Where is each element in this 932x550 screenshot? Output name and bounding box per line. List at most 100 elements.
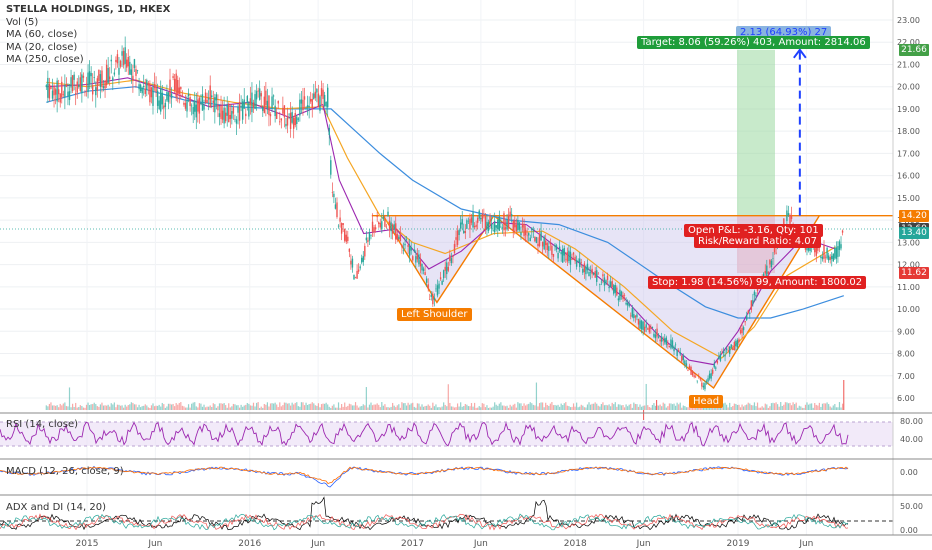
volume-bar [291, 402, 293, 410]
volume-bar [331, 405, 333, 410]
candle-body [79, 77, 82, 91]
volume-bar [113, 402, 115, 410]
volume-bar [589, 404, 592, 410]
candle-body [562, 249, 564, 263]
volume-bar [450, 406, 452, 410]
volume-bar [456, 403, 459, 410]
candle-body [178, 87, 180, 95]
volume-bar [427, 404, 429, 410]
volume-bar [410, 403, 412, 410]
candle-body [565, 258, 567, 260]
candle-body [625, 302, 627, 305]
candle-body [354, 277, 357, 279]
candle-body [254, 94, 256, 109]
candle-body [529, 237, 531, 242]
candle-body [571, 258, 573, 260]
open-pl-label: Open P&L: -3.16, Qty: 101 [684, 224, 823, 237]
volume-bar [792, 402, 794, 410]
x-tick-label: Jun [147, 539, 162, 549]
candle-body [291, 112, 293, 123]
candle-body [309, 98, 312, 102]
candle-body [588, 272, 590, 277]
volume-bar [750, 405, 752, 410]
candle-body [124, 47, 126, 64]
candle-body [520, 232, 522, 236]
volume-bar [667, 406, 669, 410]
candle-body [534, 236, 536, 242]
volume-bar [807, 404, 810, 410]
volume-bar [753, 402, 756, 410]
volume-bar [829, 406, 831, 410]
volume-bar [235, 405, 238, 410]
volume-bar [138, 404, 140, 410]
volume-bar [189, 407, 191, 410]
volume-bar [552, 405, 555, 410]
candle-body [549, 242, 552, 245]
volume-bar [150, 405, 153, 410]
volume-bar [661, 406, 663, 410]
volume-bar [392, 402, 394, 410]
volume-bar [606, 405, 609, 410]
volume-bar [330, 407, 332, 410]
candle-body [427, 284, 429, 289]
candle-body [302, 99, 304, 111]
volume-bar [62, 403, 64, 410]
candle-body [569, 251, 572, 265]
candle-body [654, 334, 657, 339]
candle-body [701, 382, 703, 387]
candle-body [314, 91, 317, 98]
volume-bar [769, 406, 771, 410]
volume-bar [605, 404, 607, 410]
candle-body [444, 266, 446, 271]
volume-bar [433, 406, 435, 410]
volume-bar [814, 403, 816, 410]
candle-body [192, 107, 194, 115]
candle-body [458, 230, 460, 236]
volume-bar [409, 404, 411, 410]
volume-bar [466, 404, 468, 410]
candle-body [98, 69, 100, 82]
volume-bar [106, 405, 108, 410]
candle-body [766, 265, 768, 279]
volume-bar [534, 405, 536, 410]
candle-body [518, 222, 521, 230]
candle-body [786, 210, 788, 222]
candle-body [408, 246, 411, 256]
candle-body [255, 91, 258, 100]
candle-body [515, 225, 518, 232]
volume-bar [328, 406, 330, 410]
candle-body [667, 343, 669, 346]
volume-bar [201, 406, 204, 410]
candle-body [177, 79, 179, 94]
volume-bar [257, 402, 259, 410]
volume-bar [806, 402, 808, 410]
volume-bar [729, 402, 731, 410]
stop-label: Stop: 1.98 (14.56%) 99, Amount: 1800.02 [648, 276, 867, 289]
candle-body [483, 215, 485, 216]
volume-bar [453, 407, 456, 410]
volume-bar [637, 406, 640, 410]
candle-body [152, 87, 154, 106]
volume-bar [405, 405, 408, 410]
candle-body [376, 216, 378, 218]
candle-body [160, 88, 162, 112]
volume-bar [685, 407, 688, 410]
volume-bar [118, 404, 120, 410]
candle-body [586, 263, 589, 271]
candle-body [73, 74, 75, 80]
volume-bar [361, 406, 363, 410]
candle-body [232, 107, 235, 114]
volume-bar [746, 404, 748, 410]
volume-bar [489, 407, 491, 410]
candle-body [735, 340, 737, 347]
volume-bar [823, 403, 825, 410]
candle-body [648, 325, 651, 333]
candle-body [59, 93, 61, 103]
candle-body [453, 244, 456, 253]
volume-bar [786, 402, 788, 410]
candle-body [234, 118, 236, 120]
volume-bar [497, 405, 499, 410]
candle-body [136, 69, 139, 71]
candle-body [395, 223, 397, 240]
